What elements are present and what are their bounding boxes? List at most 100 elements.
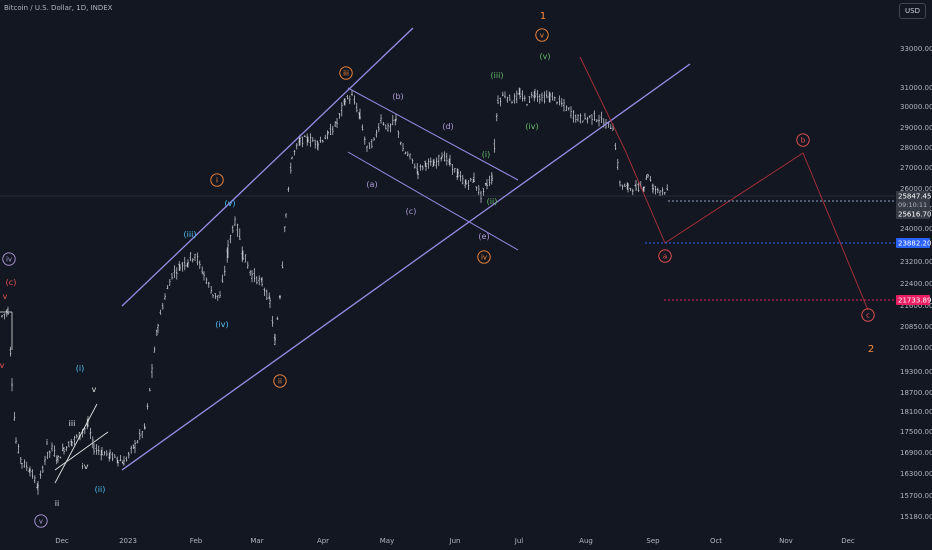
- x-tick-label: Feb: [190, 537, 203, 545]
- channel-lines: [0, 27, 895, 484]
- wave-label: (c): [6, 278, 17, 287]
- y-tick-label: 29000.00: [900, 124, 932, 132]
- x-tick-label: Jun: [449, 537, 461, 545]
- wave-circle: [477, 250, 491, 264]
- candles: [1, 87, 669, 495]
- wave-label: iv: [82, 462, 89, 471]
- wave-label: 1: [540, 11, 546, 22]
- wave-label: iii: [69, 419, 76, 428]
- wave-label: (i): [482, 150, 490, 159]
- x-tick-label: Dec: [55, 537, 69, 545]
- wave-label: b: [801, 137, 806, 145]
- wave-label: 2: [868, 344, 874, 355]
- wave-label: (d): [442, 122, 453, 131]
- wave-label: (iii): [491, 71, 504, 80]
- wave-labels: 12viiiiiiivbacivv(c)vv(v)(iii)(iv)(i)(ii…: [0, 11, 875, 528]
- wave-label: (a): [366, 180, 377, 189]
- wave-circle: [339, 66, 353, 80]
- price-tag-sub: 09:10:11: [898, 201, 927, 209]
- y-tick-label: 17500.00: [900, 428, 932, 436]
- wave-label: (ii): [487, 197, 498, 206]
- y-tick-label: 18100.00: [900, 408, 932, 416]
- y-tick-label: 20850.00: [900, 323, 932, 331]
- y-tick-label: 28000.00: [900, 144, 932, 152]
- small-channel-upper: [54, 403, 98, 484]
- y-tick-label: 24000.00: [900, 225, 932, 233]
- wave-label: (iii): [184, 230, 197, 239]
- y-tick-label: 22400.00: [900, 280, 932, 288]
- wave-label: (e): [478, 232, 489, 241]
- wave-label: v: [0, 361, 5, 370]
- x-tick-label: Mar: [250, 537, 263, 545]
- y-tick-label: 16300.00: [900, 470, 932, 478]
- y-tick-label: 21600.00: [900, 302, 932, 310]
- y-tick-label: 31000.00: [900, 84, 932, 92]
- wave-label: i: [46, 438, 48, 447]
- price-tag-label: 25616.70: [898, 211, 931, 219]
- y-tick-label: 15180.00: [900, 513, 932, 521]
- price-tag-box: [896, 191, 930, 211]
- wave-label: i: [216, 177, 218, 185]
- wave-label: ii: [278, 378, 282, 386]
- wave-label: (iv): [215, 320, 228, 329]
- wave-label: (c): [406, 207, 417, 216]
- small-channel-lower: [54, 431, 109, 471]
- wave-circle: [210, 173, 224, 187]
- y-tick-label: 15700.00: [900, 492, 932, 500]
- wave-label: v: [3, 292, 8, 301]
- x-tick-label: Sep: [646, 537, 660, 545]
- price-tag-label: 25847.45: [898, 193, 931, 201]
- y-tick-label: 26000.00: [900, 185, 932, 193]
- projection-path: [579, 56, 869, 311]
- y-tick-label: 16900.00: [900, 449, 932, 457]
- y-tick-label: 27000.00: [900, 164, 932, 172]
- y-tick-label: 23200.00: [900, 258, 932, 266]
- wave-label: v: [39, 518, 43, 526]
- wave-label: v: [92, 385, 97, 394]
- wave-label: (v): [225, 199, 236, 208]
- price-axis[interactable]: 33000.00 31000.00 30000.00 29000.00 28000.00…: [900, 45, 932, 521]
- wave-circle: [861, 308, 875, 322]
- time-axis[interactable]: Dec 2023 Feb Mar Apr May Jun Jul Aug Sep Oct Nov Dec: [55, 537, 855, 545]
- price-tag-box: [896, 295, 930, 305]
- triangle-upper-line: [347, 87, 519, 181]
- x-tick-label: Jul: [514, 537, 524, 545]
- wave-label: (ii): [95, 485, 106, 494]
- price-tag-label: 23882.20: [898, 240, 931, 248]
- x-tick-label: Nov: [779, 537, 793, 545]
- y-tick-label: 33000.00: [900, 45, 932, 53]
- wave-circle: [535, 28, 549, 42]
- wave-label: c: [866, 312, 870, 320]
- y-tick-label: 18700.00: [900, 389, 932, 397]
- wave-label: a: [663, 253, 667, 261]
- chart-title: Bitcoin / U.S. Dollar, 1D, INDEX: [4, 4, 113, 12]
- channel-lower-line: [121, 63, 691, 471]
- price-tag-box: [896, 238, 930, 248]
- price-tag-label: 21733.89: [898, 297, 931, 305]
- wave-label: (v): [540, 52, 551, 61]
- price-tag-box: [896, 209, 930, 219]
- wave-label: (iv): [525, 122, 538, 131]
- x-tick-label: 2023: [119, 537, 137, 545]
- wave-label: iv: [481, 254, 487, 262]
- wave-circle: [273, 374, 287, 388]
- x-tick-label: May: [380, 537, 394, 545]
- x-tick-label: Aug: [579, 537, 593, 545]
- wave-label: iv: [6, 256, 12, 264]
- x-tick-label: Dec: [841, 537, 855, 545]
- wave-label: ii: [55, 499, 59, 508]
- wave-circle: [34, 514, 48, 528]
- y-tick-label: 30000.00: [900, 103, 932, 111]
- y-tick-label: 20100.00: [900, 344, 932, 352]
- currency-button[interactable]: USD: [899, 3, 926, 19]
- x-tick-label: Apr: [317, 537, 329, 545]
- y-tick-label: 19300.00: [900, 368, 932, 376]
- triangle-lower-line: [347, 151, 519, 251]
- x-tick-label: Oct: [710, 537, 722, 545]
- wave-label: (i): [76, 364, 84, 373]
- wave-label: v: [540, 32, 544, 40]
- wave-label: iii: [343, 70, 349, 78]
- wave-label: (b): [392, 92, 403, 101]
